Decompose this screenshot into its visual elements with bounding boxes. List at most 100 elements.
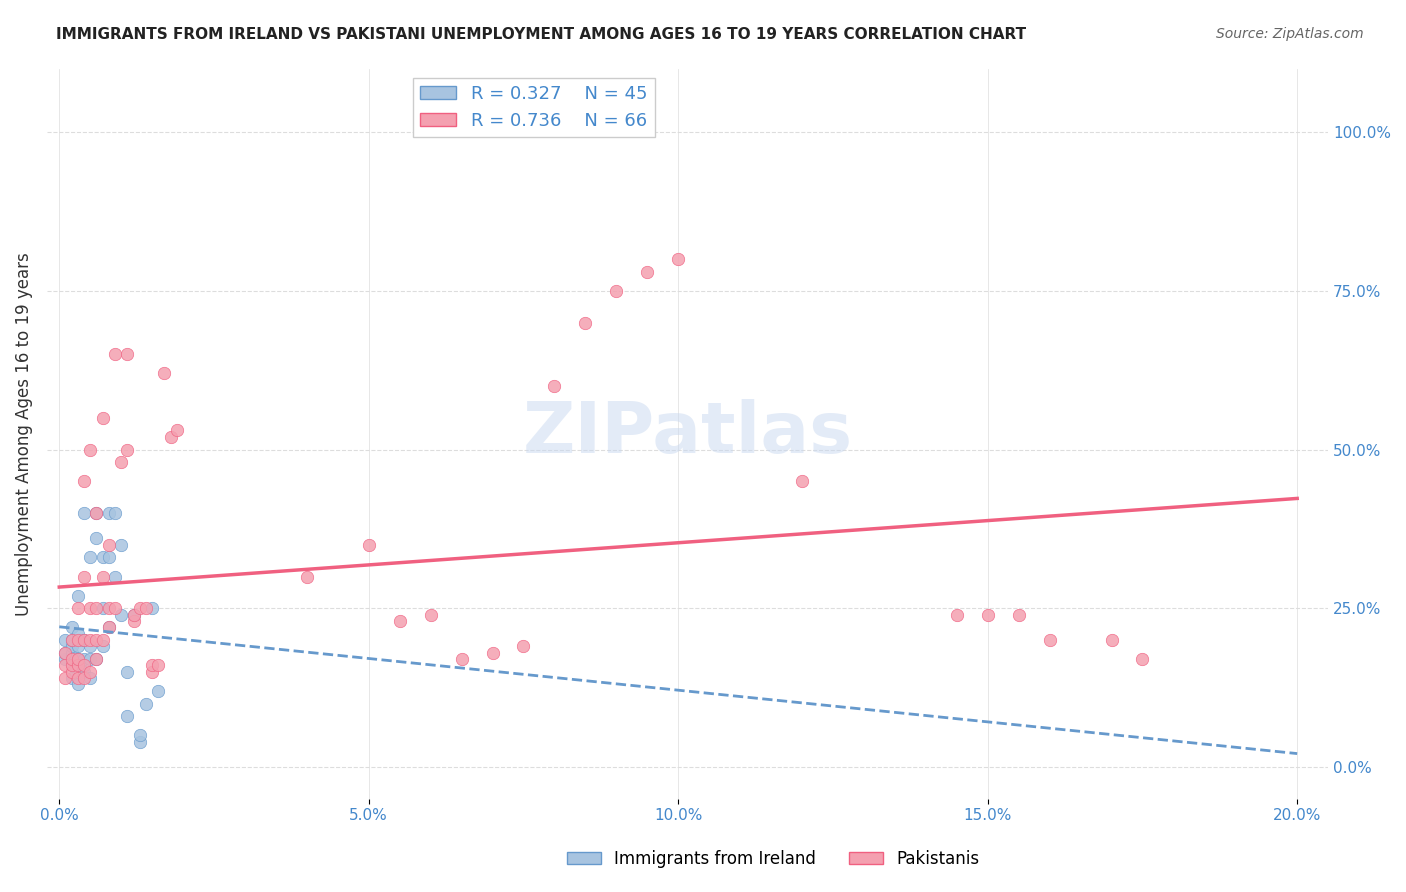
Point bbox=[543, 379, 565, 393]
Point bbox=[666, 252, 689, 266]
Point bbox=[97, 601, 120, 615]
Point bbox=[104, 347, 127, 361]
Point bbox=[60, 658, 83, 673]
Point bbox=[60, 665, 83, 679]
Legend: R = 0.327    N = 45, R = 0.736    N = 66: R = 0.327 N = 45, R = 0.736 N = 66 bbox=[413, 78, 655, 137]
Point bbox=[128, 734, 150, 748]
Point bbox=[66, 601, 89, 615]
Point bbox=[86, 601, 108, 615]
Point bbox=[128, 601, 150, 615]
Point bbox=[976, 607, 998, 622]
Legend: Immigrants from Ireland, Pakistanis: Immigrants from Ireland, Pakistanis bbox=[561, 844, 986, 875]
Point bbox=[60, 620, 83, 634]
Point bbox=[66, 640, 89, 654]
Point bbox=[148, 683, 170, 698]
Point bbox=[79, 633, 101, 648]
Point bbox=[66, 658, 89, 673]
Point bbox=[79, 442, 101, 457]
Point bbox=[55, 646, 77, 660]
Point bbox=[388, 614, 411, 628]
Point bbox=[450, 652, 472, 666]
Point bbox=[91, 601, 114, 615]
Point bbox=[60, 652, 83, 666]
Point bbox=[159, 430, 181, 444]
Point bbox=[66, 633, 89, 648]
Point bbox=[55, 652, 77, 666]
Point bbox=[73, 633, 96, 648]
Point bbox=[97, 620, 120, 634]
Point bbox=[86, 506, 108, 520]
Point bbox=[86, 532, 108, 546]
Point bbox=[104, 601, 127, 615]
Point bbox=[73, 475, 96, 489]
Point bbox=[91, 410, 114, 425]
Point bbox=[122, 607, 145, 622]
Point bbox=[60, 652, 83, 666]
Point bbox=[60, 646, 83, 660]
Point bbox=[97, 550, 120, 565]
Point bbox=[79, 671, 101, 685]
Point bbox=[66, 652, 89, 666]
Point bbox=[60, 633, 83, 648]
Text: IMMIGRANTS FROM IRELAND VS PAKISTANI UNEMPLOYMENT AMONG AGES 16 TO 19 YEARS CORR: IMMIGRANTS FROM IRELAND VS PAKISTANI UNE… bbox=[56, 27, 1026, 42]
Point bbox=[104, 506, 127, 520]
Point bbox=[295, 569, 318, 583]
Point bbox=[1132, 652, 1154, 666]
Point bbox=[79, 665, 101, 679]
Point bbox=[66, 658, 89, 673]
Point bbox=[135, 697, 157, 711]
Point bbox=[55, 671, 77, 685]
Point bbox=[55, 658, 77, 673]
Point bbox=[66, 652, 89, 666]
Point bbox=[122, 614, 145, 628]
Point bbox=[481, 646, 503, 660]
Point bbox=[148, 658, 170, 673]
Point bbox=[97, 620, 120, 634]
Point bbox=[86, 633, 108, 648]
Point bbox=[104, 569, 127, 583]
Point bbox=[91, 550, 114, 565]
Point bbox=[66, 677, 89, 691]
Point bbox=[73, 652, 96, 666]
Point bbox=[117, 665, 139, 679]
Point bbox=[128, 728, 150, 742]
Point bbox=[91, 569, 114, 583]
Point bbox=[91, 640, 114, 654]
Point bbox=[86, 506, 108, 520]
Point bbox=[153, 367, 176, 381]
Point bbox=[110, 607, 132, 622]
Point bbox=[86, 652, 108, 666]
Point bbox=[60, 671, 83, 685]
Point bbox=[73, 671, 96, 685]
Point bbox=[141, 601, 163, 615]
Point bbox=[66, 671, 89, 685]
Point bbox=[79, 652, 101, 666]
Point bbox=[945, 607, 967, 622]
Point bbox=[357, 538, 380, 552]
Point bbox=[117, 347, 139, 361]
Point bbox=[73, 665, 96, 679]
Text: Source: ZipAtlas.com: Source: ZipAtlas.com bbox=[1216, 27, 1364, 41]
Point bbox=[117, 442, 139, 457]
Point bbox=[110, 538, 132, 552]
Point bbox=[60, 640, 83, 654]
Point bbox=[117, 709, 139, 723]
Point bbox=[60, 658, 83, 673]
Text: ZIPatlas: ZIPatlas bbox=[523, 399, 852, 468]
Point bbox=[574, 316, 596, 330]
Point bbox=[73, 658, 96, 673]
Point bbox=[512, 640, 534, 654]
Point bbox=[73, 506, 96, 520]
Point bbox=[97, 538, 120, 552]
Y-axis label: Unemployment Among Ages 16 to 19 years: Unemployment Among Ages 16 to 19 years bbox=[15, 252, 32, 615]
Point bbox=[55, 633, 77, 648]
Point bbox=[66, 589, 89, 603]
Point bbox=[419, 607, 441, 622]
Point bbox=[79, 640, 101, 654]
Point bbox=[110, 455, 132, 469]
Point bbox=[135, 601, 157, 615]
Point bbox=[91, 633, 114, 648]
Point bbox=[790, 475, 813, 489]
Point bbox=[66, 626, 89, 640]
Point bbox=[97, 506, 120, 520]
